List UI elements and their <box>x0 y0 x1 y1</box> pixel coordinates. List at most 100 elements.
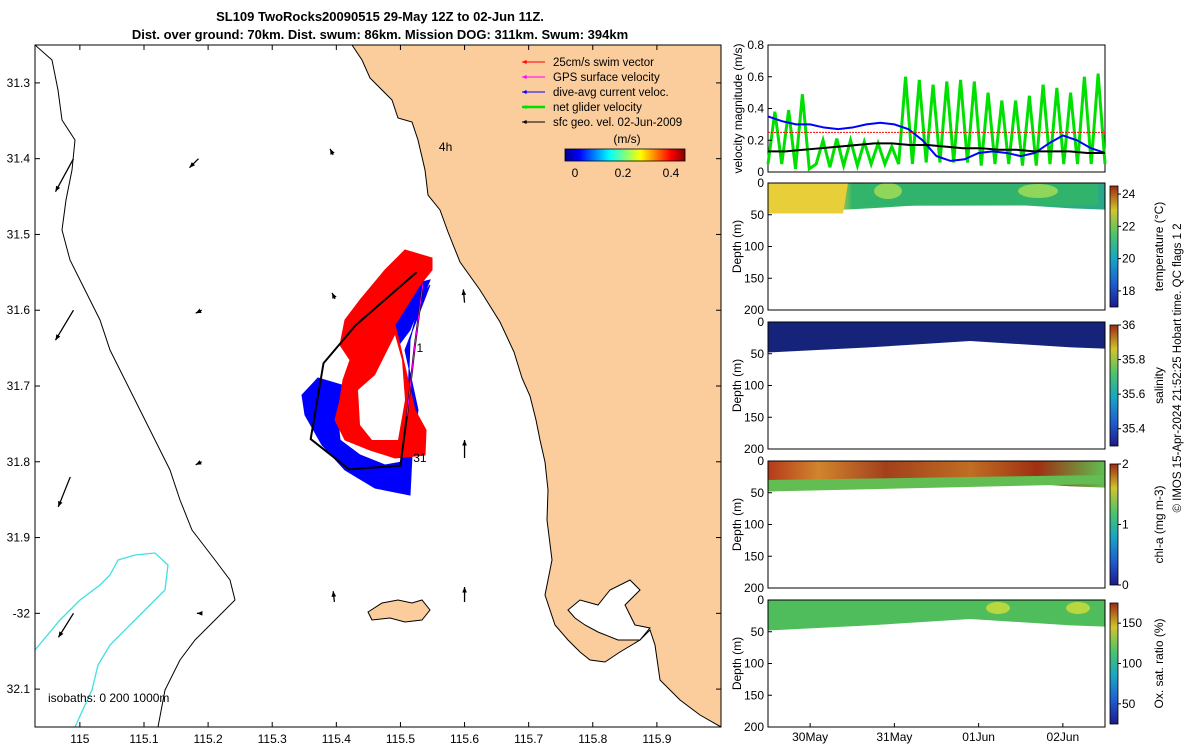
geo-vector <box>57 476 71 508</box>
section-y-tick-label: 50 <box>751 625 765 639</box>
section-y-tick-label: 150 <box>744 688 764 702</box>
section-y-tick-label: 50 <box>751 347 765 361</box>
legend-item: sfc geo. vel. 02-Jun-2009 <box>553 117 682 129</box>
section-data-band <box>768 600 1105 631</box>
geo-vector <box>57 612 75 638</box>
section-x-tick-label: 31May <box>876 730 912 744</box>
legend-item: GPS surface velocity <box>553 72 660 84</box>
legend-item: 25cm/s swim vector <box>553 57 654 69</box>
swath-gap <box>358 335 405 440</box>
section-colorbar-label: chl-a (mg m-3) <box>1152 485 1166 563</box>
section-colorbar <box>1109 324 1119 447</box>
section-y-tick-label: 200 <box>744 720 764 734</box>
section-y-tick-label: 100 <box>744 379 764 393</box>
colorbar-strip <box>564 148 686 162</box>
gps-velocity-trace <box>406 283 424 417</box>
section-colorbar-tick-label: 35.4 <box>1122 422 1146 436</box>
isobath-label: isobaths: 0 200 1000m <box>48 691 169 705</box>
section-y-label: Depth (m) <box>730 359 744 412</box>
map-x-tick-label: 115.2 <box>194 732 223 746</box>
section-x-tick-label: 02Jun <box>1047 730 1080 744</box>
section-colorbar-tick-label: 35.8 <box>1122 353 1146 367</box>
section-colorbar-tick-label: 22 <box>1122 219 1136 233</box>
map-panel: 4h 1 31 isobaths: 0 200 1000m 115 115.1 115.2 1… <box>7 44 722 746</box>
geo-vector <box>195 461 202 466</box>
surface-patch <box>874 183 902 199</box>
oxygen-patch <box>1066 602 1090 614</box>
map-y-tick-label: 31.4 <box>7 152 31 166</box>
velocity-y-tick-label: 0.2 <box>747 133 764 147</box>
copyright-note: © IMOS 15-Apr-2024 21:52:25 Hobart time.… <box>1172 223 1184 513</box>
map-x-tick-label: 115.7 <box>514 732 543 746</box>
velocity-y-tick-label: 0.8 <box>747 38 764 52</box>
figure-title-line-2: Dist. over ground: 70km. Dist. swum: 86k… <box>131 27 629 42</box>
geo-vector <box>195 309 202 314</box>
map-annotation: 31 <box>413 451 427 465</box>
section-colorbar-tick-label: 1 <box>1122 518 1129 532</box>
section-colorbar-tick-label: 35.6 <box>1122 387 1146 401</box>
island <box>367 599 431 623</box>
colorbar-tick-label: 0.4 <box>663 166 680 180</box>
map-x-tick-label: 115.1 <box>129 732 158 746</box>
section-colorbar-tick-label: 2 <box>1122 457 1129 471</box>
velocity-y-label: velocity magnitude (m/s) <box>731 43 745 173</box>
mainland-coast <box>351 45 721 727</box>
legend-item: dive-avg current veloc. <box>553 87 669 99</box>
section-y-tick-label: 150 <box>744 410 764 424</box>
section-y-label: Depth (m) <box>730 220 744 273</box>
map-x-tick-label: 115.9 <box>642 732 671 746</box>
surface-patch <box>1018 184 1058 198</box>
section-x-tick-label: 01Jun <box>962 730 995 744</box>
map-x-tick-label: 115.6 <box>450 732 479 746</box>
section-colorbar-tick-label: 18 <box>1122 284 1136 298</box>
section-y-tick-label: 100 <box>744 240 764 254</box>
map-y-tick-label: 31.5 <box>7 227 31 241</box>
section-colorbar <box>1109 185 1119 308</box>
legend-item: net glider velocity <box>553 102 642 114</box>
geo-vector <box>462 289 466 303</box>
map-x-tick-label: 115.4 <box>322 732 351 746</box>
map-y-tick-label: -32 <box>13 606 31 620</box>
section-y-tick-label: 50 <box>751 486 765 500</box>
section-colorbar-tick-label: 100 <box>1122 657 1142 671</box>
isobath-1000m <box>35 552 169 727</box>
oxygen-patch <box>986 602 1010 614</box>
geo-vector <box>54 309 75 341</box>
figure-title-line-1: SL109 TwoRocks20090515 29-May 12Z to 02-… <box>216 9 544 24</box>
geo-vector <box>329 148 334 156</box>
geo-vector <box>331 292 336 300</box>
geo-vector <box>54 158 75 192</box>
section-colorbar-tick-label: 0 <box>1122 578 1129 592</box>
section-y-tick-label: 150 <box>744 549 764 563</box>
section-colorbar-tick-label: 20 <box>1122 252 1136 266</box>
section-colorbar-tick-label: 24 <box>1122 187 1136 201</box>
map-y-tick-label: 31.3 <box>7 76 31 90</box>
colorbar-tick-label: 0 <box>572 166 579 180</box>
section-colorbar-label: Ox. sat. ratio (%) <box>1152 618 1166 708</box>
section-colorbar-tick-label: 150 <box>1122 616 1142 630</box>
estuary <box>567 579 651 641</box>
section-y-tick-label: 200 <box>744 303 764 317</box>
section-y-label: Depth (m) <box>730 637 744 690</box>
section-y-tick-label: 100 <box>744 657 764 671</box>
velocity-y-tick-label: 0.6 <box>747 70 764 84</box>
section-colorbar-label: temperature (°C) <box>1152 202 1166 292</box>
isobath-200m <box>35 45 236 727</box>
geo-vector <box>332 591 336 603</box>
section-y-tick-label: 0 <box>757 593 764 607</box>
section-colorbar-tick-label: 50 <box>1122 697 1136 711</box>
geo-vector <box>189 158 199 169</box>
section-colorbar-tick-label: 36 <box>1122 318 1136 332</box>
map-x-tick-label: 115.3 <box>258 732 287 746</box>
section-y-tick-label: 150 <box>744 271 764 285</box>
map-annotation: 4h <box>439 140 452 154</box>
section-y-tick-label: 0 <box>757 454 764 468</box>
geo-speed-line <box>768 142 1105 154</box>
section-y-tick-label: 0 <box>757 176 764 190</box>
section-colorbar-label: salinity <box>1152 367 1166 404</box>
map-y-tick-label: 31.6 <box>7 303 31 317</box>
velocity-y-tick-label: 0.4 <box>747 102 764 116</box>
